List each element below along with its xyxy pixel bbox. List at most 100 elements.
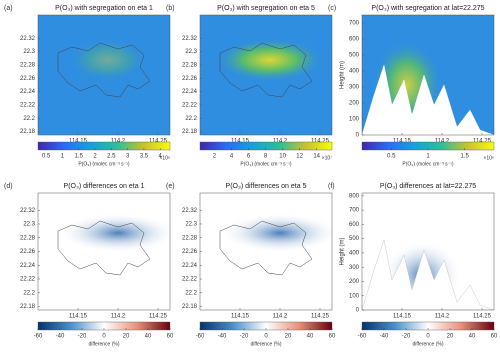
- terrain: [362, 239, 494, 310]
- y-tick-label: 22.3: [185, 222, 197, 228]
- y-tick-label: 500: [349, 236, 360, 242]
- y-tick-label: 22.28: [182, 235, 198, 241]
- y-tick-label: 200: [349, 279, 360, 285]
- x-tick-label: 114.25: [473, 139, 492, 145]
- plume: [220, 213, 332, 253]
- y-tick-label: 22.32: [20, 208, 36, 214]
- plot-area: [200, 193, 332, 310]
- x-tick-label: 114.15: [231, 139, 250, 145]
- coastline: [219, 42, 313, 98]
- hotspot: [68, 38, 148, 82]
- panel-label: (f): [328, 183, 335, 190]
- x-tick-label: 114.25: [473, 314, 492, 320]
- x-tick-label: 114.25: [149, 139, 168, 145]
- colorbar-tick-label: 3: [126, 154, 130, 160]
- y-tick-label: 22.2: [185, 116, 197, 122]
- x-tick-label: 114.2: [273, 139, 288, 145]
- colorbar-tick-label: 1.5: [460, 154, 469, 160]
- y-tick-label: 22.3: [23, 49, 35, 55]
- y-tick-label: 22.24: [182, 263, 198, 269]
- y-tick-label: 22.26: [182, 249, 198, 255]
- colorbar-tick-label: 0.5: [387, 154, 396, 160]
- colorbar-tick-label: 2.5: [107, 154, 116, 160]
- axes-frame: [37, 14, 171, 136]
- y-tick-label: 700: [349, 21, 360, 27]
- colorbar-tick-label: -60: [34, 334, 43, 340]
- panel-title: P(O₃) differences on eta 1: [64, 183, 145, 190]
- y-tick-label: 300: [349, 265, 360, 271]
- panel-title: P(O₃) differences on eta 5: [226, 183, 307, 190]
- hotspot: [215, 38, 325, 82]
- y-tick-label: 22.22: [182, 103, 198, 109]
- colorbar-label: difference (%): [250, 341, 281, 347]
- colorbar-tick-label: -20: [240, 334, 249, 340]
- x-tick-label: 114.25: [149, 314, 168, 320]
- y-tick-label: 100: [349, 117, 360, 123]
- panel-title: P(O₃) differences at lat=22.275: [380, 183, 476, 190]
- y-tick-label: 300: [349, 85, 360, 91]
- colorbar-tick-label: 2: [93, 154, 97, 160]
- panel-label: (c): [328, 5, 336, 12]
- x-tick-label: 114.15: [393, 139, 412, 145]
- colorbar-tick-label: 14: [313, 154, 320, 160]
- colorbar-exponent: ×10⁷: [322, 155, 332, 161]
- x-tick-label: 114.2: [435, 314, 450, 320]
- y-tick-label: 600: [349, 222, 360, 228]
- colorbar-tick-label: 12: [296, 154, 303, 160]
- y-tick-label: 400: [349, 69, 360, 75]
- colorbar-tick-label: 0: [426, 334, 430, 340]
- y-tick-label: 500: [349, 53, 360, 59]
- y-tick-label: 400: [349, 251, 360, 257]
- plot-area: [38, 193, 170, 310]
- panel-label: (b): [166, 5, 175, 12]
- axes-frame: [199, 14, 333, 136]
- y-tick-label: 22.18: [182, 129, 198, 135]
- y-tick-label: 22.32: [20, 36, 36, 42]
- y-tick-label: 22.18: [182, 304, 198, 310]
- colorbar-tick-label: 1: [61, 154, 65, 160]
- panel-label: (e): [166, 183, 175, 190]
- colorbar-tick-label: 60: [167, 334, 174, 340]
- x-tick-label: 114.2: [435, 139, 450, 145]
- y-tick-label: 22.28: [20, 235, 36, 241]
- y-tick-label: 22.22: [182, 277, 198, 283]
- colorbar-tick-label: 3.5: [140, 154, 149, 160]
- colorbar-tick-label: 6: [247, 154, 251, 160]
- panel-label: (d): [4, 183, 13, 190]
- x-tick-label: 114.2: [111, 139, 126, 145]
- colorbar-tick-label: -40: [56, 334, 65, 340]
- colorbar-tick-label: 4: [159, 154, 163, 160]
- y-tick-label: 22.18: [20, 129, 36, 135]
- y-tick-label: 0: [356, 133, 360, 139]
- colorbar-label: P(O₃) (molec cm⁻³ s⁻¹): [240, 161, 292, 167]
- y-tick-label: 22.3: [185, 49, 197, 55]
- colorbar-tick-label: -20: [402, 334, 411, 340]
- colorbar: [37, 141, 171, 151]
- y-axis-label: Height (m): [340, 61, 346, 89]
- colorbar-tick-label: -60: [358, 334, 367, 340]
- colorbar-tick-label: -40: [380, 334, 389, 340]
- panel-title: P(O₃) with segregation at lat=22.275: [371, 5, 484, 12]
- axes-frame: [361, 14, 495, 136]
- colorbar-exponent: ×10⁸: [159, 155, 170, 161]
- plot-area: [362, 193, 494, 310]
- y-tick-label: 200: [349, 101, 360, 107]
- y-tick-label: 700: [349, 208, 360, 214]
- terrain: [362, 64, 494, 135]
- colorbar-tick-label: 40: [469, 334, 476, 340]
- plot-area: [38, 15, 170, 135]
- colorbar-tick-label: 10: [279, 154, 286, 160]
- y-tick-label: 22.28: [20, 63, 36, 69]
- colorbar-tick-label: 20: [447, 334, 454, 340]
- x-tick-label: 114.15: [393, 314, 412, 320]
- x-tick-label: 114.25: [311, 314, 330, 320]
- colorbar-exponent: ×10⁸: [483, 155, 494, 161]
- colorbar: [199, 141, 333, 151]
- colorbar-label: P(O₃) (molec cm⁻³ s⁻¹): [78, 161, 130, 167]
- y-tick-label: 22.26: [20, 249, 36, 255]
- y-tick-label: 22.24: [20, 263, 36, 269]
- y-tick-label: 22.32: [182, 208, 198, 214]
- colorbar-tick-label: 0: [264, 334, 268, 340]
- coastline: [57, 42, 151, 98]
- x-tick-label: 114.2: [273, 314, 288, 320]
